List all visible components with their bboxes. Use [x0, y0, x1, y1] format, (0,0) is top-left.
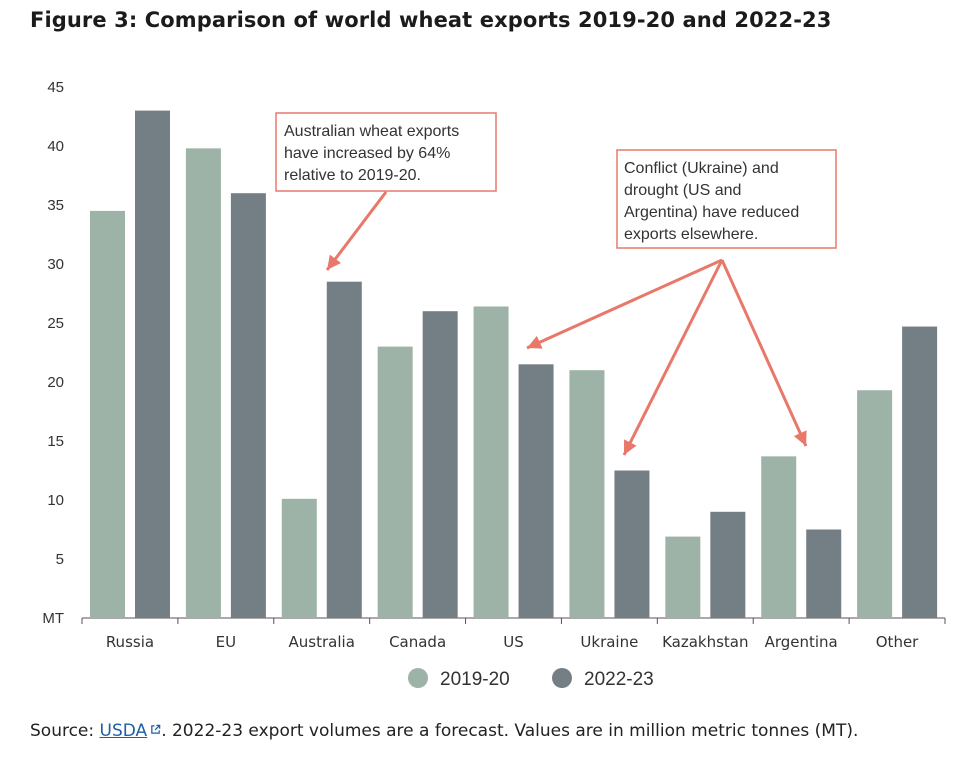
y-tick-label: 10 [47, 492, 64, 509]
bar-us-2019-20 [473, 306, 509, 618]
bar-eu-2019-20 [185, 148, 221, 619]
source-suffix: . 2022-23 export volumes are a forecast.… [161, 721, 859, 741]
annotation-text-conflict: drought (US and [624, 182, 741, 199]
arrow-us [526, 258, 723, 350]
legend-marker-2022-23 [552, 668, 572, 688]
bar-argentina-2019-20 [761, 456, 797, 618]
y-tick-label: 20 [47, 374, 64, 391]
legend-label: 2022-23 [584, 669, 654, 690]
bars [90, 110, 938, 619]
annotations: Australian wheat exports have increased b… [275, 112, 837, 456]
y-tick-label: 40 [47, 138, 64, 155]
annotation-text-conflict: exports elsewhere. [624, 226, 758, 243]
annotation-text-conflict: Argentina) have reduced [624, 204, 799, 221]
y-tick-label: 30 [47, 256, 64, 273]
arrow-argentina-head [793, 430, 807, 446]
arrow-ukraine-head [624, 439, 637, 455]
arrow-australia-head [327, 254, 342, 270]
category-labels: Russia EU Australia Canada US Ukraine Kazakhst… [106, 633, 919, 651]
arrow-australia [325, 191, 388, 271]
usda-link[interactable]: USDA [99, 721, 148, 741]
bar-russia-2019-20 [90, 210, 125, 618]
category-label: US [503, 633, 524, 651]
category-label: Argentina [765, 633, 838, 651]
legend-label: 2019-20 [440, 669, 510, 690]
y-tick-label: 5 [56, 551, 64, 568]
axes: 5 10 15 20 25 30 35 40 45 MT [42, 79, 946, 627]
bar-russia-2022-23 [135, 110, 170, 618]
annotation-text-conflict: Conflict (Ukraine) and [624, 160, 779, 177]
arrow-argentina [720, 259, 808, 447]
source-note: Source: USDA . 2022-23 export volumes are… [30, 721, 858, 741]
bar-australia-2022-23 [326, 281, 362, 618]
bar-other-2022-23 [902, 326, 938, 618]
arrow-us-head [527, 335, 543, 349]
bar-ukraine-2022-23 [614, 470, 650, 618]
y-tick-label: 35 [47, 197, 64, 214]
figure-title: Figure 3: Comparison of world wheat expo… [30, 8, 832, 32]
annotation-text-australia: Australian wheat exports [284, 123, 459, 140]
category-label: Australia [289, 633, 355, 651]
arrow-ukraine [622, 259, 724, 456]
bar-ukraine-2019-20 [569, 370, 605, 618]
annotation-text-australia: have increased by 64% [284, 145, 450, 162]
annotation-text-australia: relative to 2019-20. [284, 167, 421, 184]
bar-canada-2022-23 [422, 311, 458, 618]
y-tick-label: 15 [47, 433, 64, 450]
category-label: Russia [106, 633, 154, 651]
bar-other-2019-20 [857, 390, 893, 618]
annotation-box-conflict [616, 149, 837, 249]
bar-kazakhstan-2019-20 [665, 536, 701, 618]
bar-kazakhstan-2022-23 [710, 511, 746, 618]
category-label: Ukraine [580, 633, 638, 651]
category-label: Canada [389, 633, 446, 651]
annotation-box-australia [275, 112, 497, 192]
category-label: Kazakhstan [662, 633, 748, 651]
bar-eu-2022-23 [230, 193, 266, 618]
category-label: EU [216, 633, 236, 651]
bar-argentina-2022-23 [806, 529, 842, 618]
bar-australia-2019-20 [281, 498, 317, 618]
y-axis-unit-label: MT [42, 610, 64, 627]
source-prefix: Source: [30, 721, 100, 741]
y-tick-label: 45 [47, 79, 64, 96]
legend-marker-2019-20 [408, 668, 428, 688]
y-tick-label: 25 [47, 315, 64, 332]
bar-canada-2019-20 [377, 346, 413, 618]
bar-us-2022-23 [518, 364, 554, 618]
category-label: Other [876, 633, 919, 651]
bar-chart: 5 10 15 20 25 30 35 40 45 MT Russia EU Australia Can… [42, 79, 946, 690]
legend: 2019-20 2022-23 [408, 668, 654, 690]
external-link-icon[interactable] [150, 724, 161, 735]
